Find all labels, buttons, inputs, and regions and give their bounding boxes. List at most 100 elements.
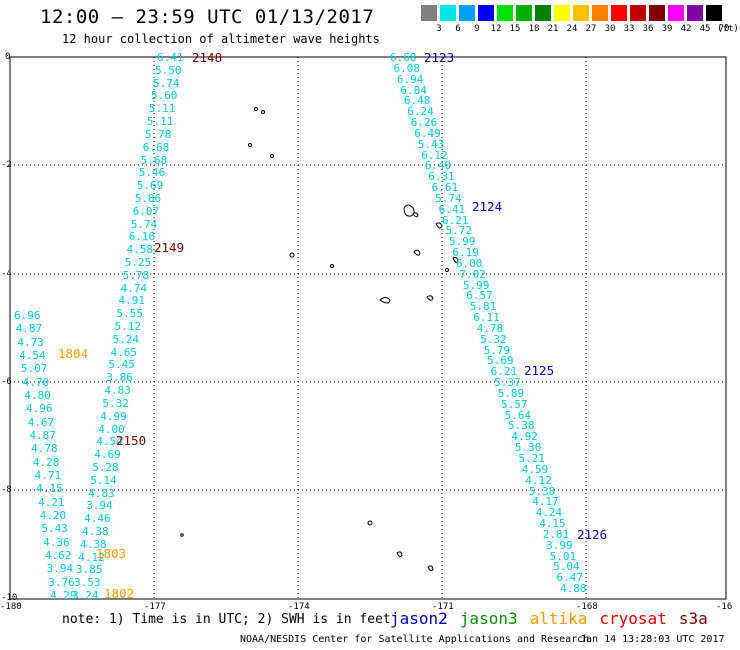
legend-cryosat: cryosat: [599, 609, 667, 628]
swh-value: 5.43: [417, 137, 445, 151]
swh-value: 5.38: [508, 419, 535, 433]
scale-label: 36: [642, 24, 654, 34]
swh-value: 4.58: [126, 243, 154, 257]
swh-value: 3.86: [106, 371, 133, 385]
swh-value: 4.15: [36, 482, 63, 496]
swh-value: 6.26: [410, 116, 438, 129]
swh-value: 5.55: [116, 307, 144, 321]
scale-swatch: [573, 5, 589, 21]
pass-label-2126: 2126: [577, 527, 608, 542]
lat-tick: -4: [1, 269, 12, 279]
scale-label: 42: [680, 24, 692, 34]
swh-value: 4.88: [560, 582, 587, 595]
pass-label-2148: 2148: [192, 50, 223, 65]
swh-value: 5.57: [501, 397, 528, 411]
lat-tick: -10: [1, 593, 18, 603]
scale-swatch: [687, 5, 703, 21]
swh-value: 4.78: [476, 321, 504, 335]
scale-label: 21: [547, 24, 559, 34]
swh-value: 3.76: [48, 575, 75, 589]
scale-label: 12: [490, 24, 502, 34]
swh-value: 6.19: [452, 246, 479, 260]
scale-label: 30: [604, 24, 616, 34]
swh-value: 6.08: [393, 61, 421, 75]
lon-tick: -174: [288, 602, 310, 612]
swh-value: 6.40: [424, 159, 452, 173]
scale-label: 3: [436, 24, 442, 34]
swh-value: 4.67: [27, 415, 55, 429]
swh-value: 4.21: [38, 495, 65, 509]
swh-value: 5.46: [138, 166, 166, 180]
island: [396, 551, 403, 558]
swh-value: 5.81: [469, 300, 497, 314]
scale-swatch: [516, 5, 532, 21]
island: [427, 565, 434, 572]
swh-value: 5.89: [497, 386, 525, 400]
swh-value: 4.15: [539, 517, 566, 530]
swh-value: 4.28: [32, 455, 60, 469]
satellite-legend: jason2 jason3 altika cryosat s3a: [390, 609, 720, 628]
swh-value: 4.38: [80, 537, 107, 551]
swh-value: 4.54: [19, 349, 46, 362]
swh-value: 5.72: [445, 224, 473, 238]
scale-swatch: [535, 5, 551, 21]
swh-value: 4.96: [26, 402, 53, 416]
swh-value: 5.79: [483, 343, 511, 357]
island: [412, 212, 419, 218]
lon-tick: -177: [144, 602, 166, 612]
swh-value: 4.17: [532, 495, 559, 509]
swh-value: 5.32: [102, 396, 129, 410]
swh-value: 5.74: [435, 191, 462, 205]
scale-label: 70: [718, 24, 730, 34]
scale-label: 39: [661, 24, 673, 34]
lon-tick: -171: [432, 602, 454, 612]
swh-value: 6.68: [390, 51, 417, 64]
scale-label: 33: [623, 24, 635, 34]
swh-value: 4.83: [104, 384, 131, 397]
pass-label-2149: 2149: [154, 240, 185, 255]
footer-note: note: 1) Time is in UTC; 2) SWH is in fe…: [62, 612, 391, 627]
swh-value: 7.02: [459, 267, 486, 281]
swh-value: 5.01: [549, 549, 577, 563]
island: [330, 264, 334, 268]
swh-value: 4.12: [525, 473, 552, 487]
swh-value: 5.45: [108, 358, 135, 372]
swh-value: 5.60: [150, 89, 178, 103]
swh-value: 5.78: [122, 268, 150, 282]
swh-value: 5.30: [514, 441, 542, 455]
legend-jason2: jason2: [390, 609, 448, 628]
scale-swatch: [611, 5, 627, 21]
swh-value: 4.29: [50, 589, 77, 602]
swh-value: 5.12: [114, 320, 142, 333]
island: [426, 295, 434, 301]
swh-value: 3.85: [76, 563, 103, 577]
scale-label: 27: [585, 24, 597, 34]
island: [254, 107, 258, 111]
swh-value: 4.69: [94, 448, 121, 462]
swh-value: 4.73: [17, 335, 44, 349]
swh-value: 5.28: [92, 460, 119, 474]
swh-value: 6.49: [414, 126, 441, 140]
swh-value: 5.43: [41, 522, 68, 536]
swh-value: 4.71: [34, 469, 62, 482]
island: [379, 297, 391, 304]
swh-value: 4.00: [98, 422, 125, 436]
swh-value: 3.99: [546, 538, 573, 552]
swh-value: 5.14: [90, 473, 117, 487]
scale-label: 18: [528, 24, 540, 34]
scale-label: 45: [699, 24, 711, 34]
island: [452, 256, 459, 263]
pass-label-1803: 1803: [96, 546, 127, 561]
swh-value: 6.21: [490, 365, 518, 379]
swh-value: 6.12: [421, 148, 448, 162]
scale-label: 9: [474, 24, 480, 34]
swh-value: 4.54: [96, 435, 123, 449]
map-frame: [9, 56, 727, 600]
scale-swatch: [649, 5, 665, 21]
swh-value: 6.68: [142, 140, 170, 154]
swh-value: 4.99: [100, 409, 127, 423]
map-grid: [10, 57, 726, 599]
scale-swatch: [668, 5, 684, 21]
island-outlines: [180, 107, 459, 572]
